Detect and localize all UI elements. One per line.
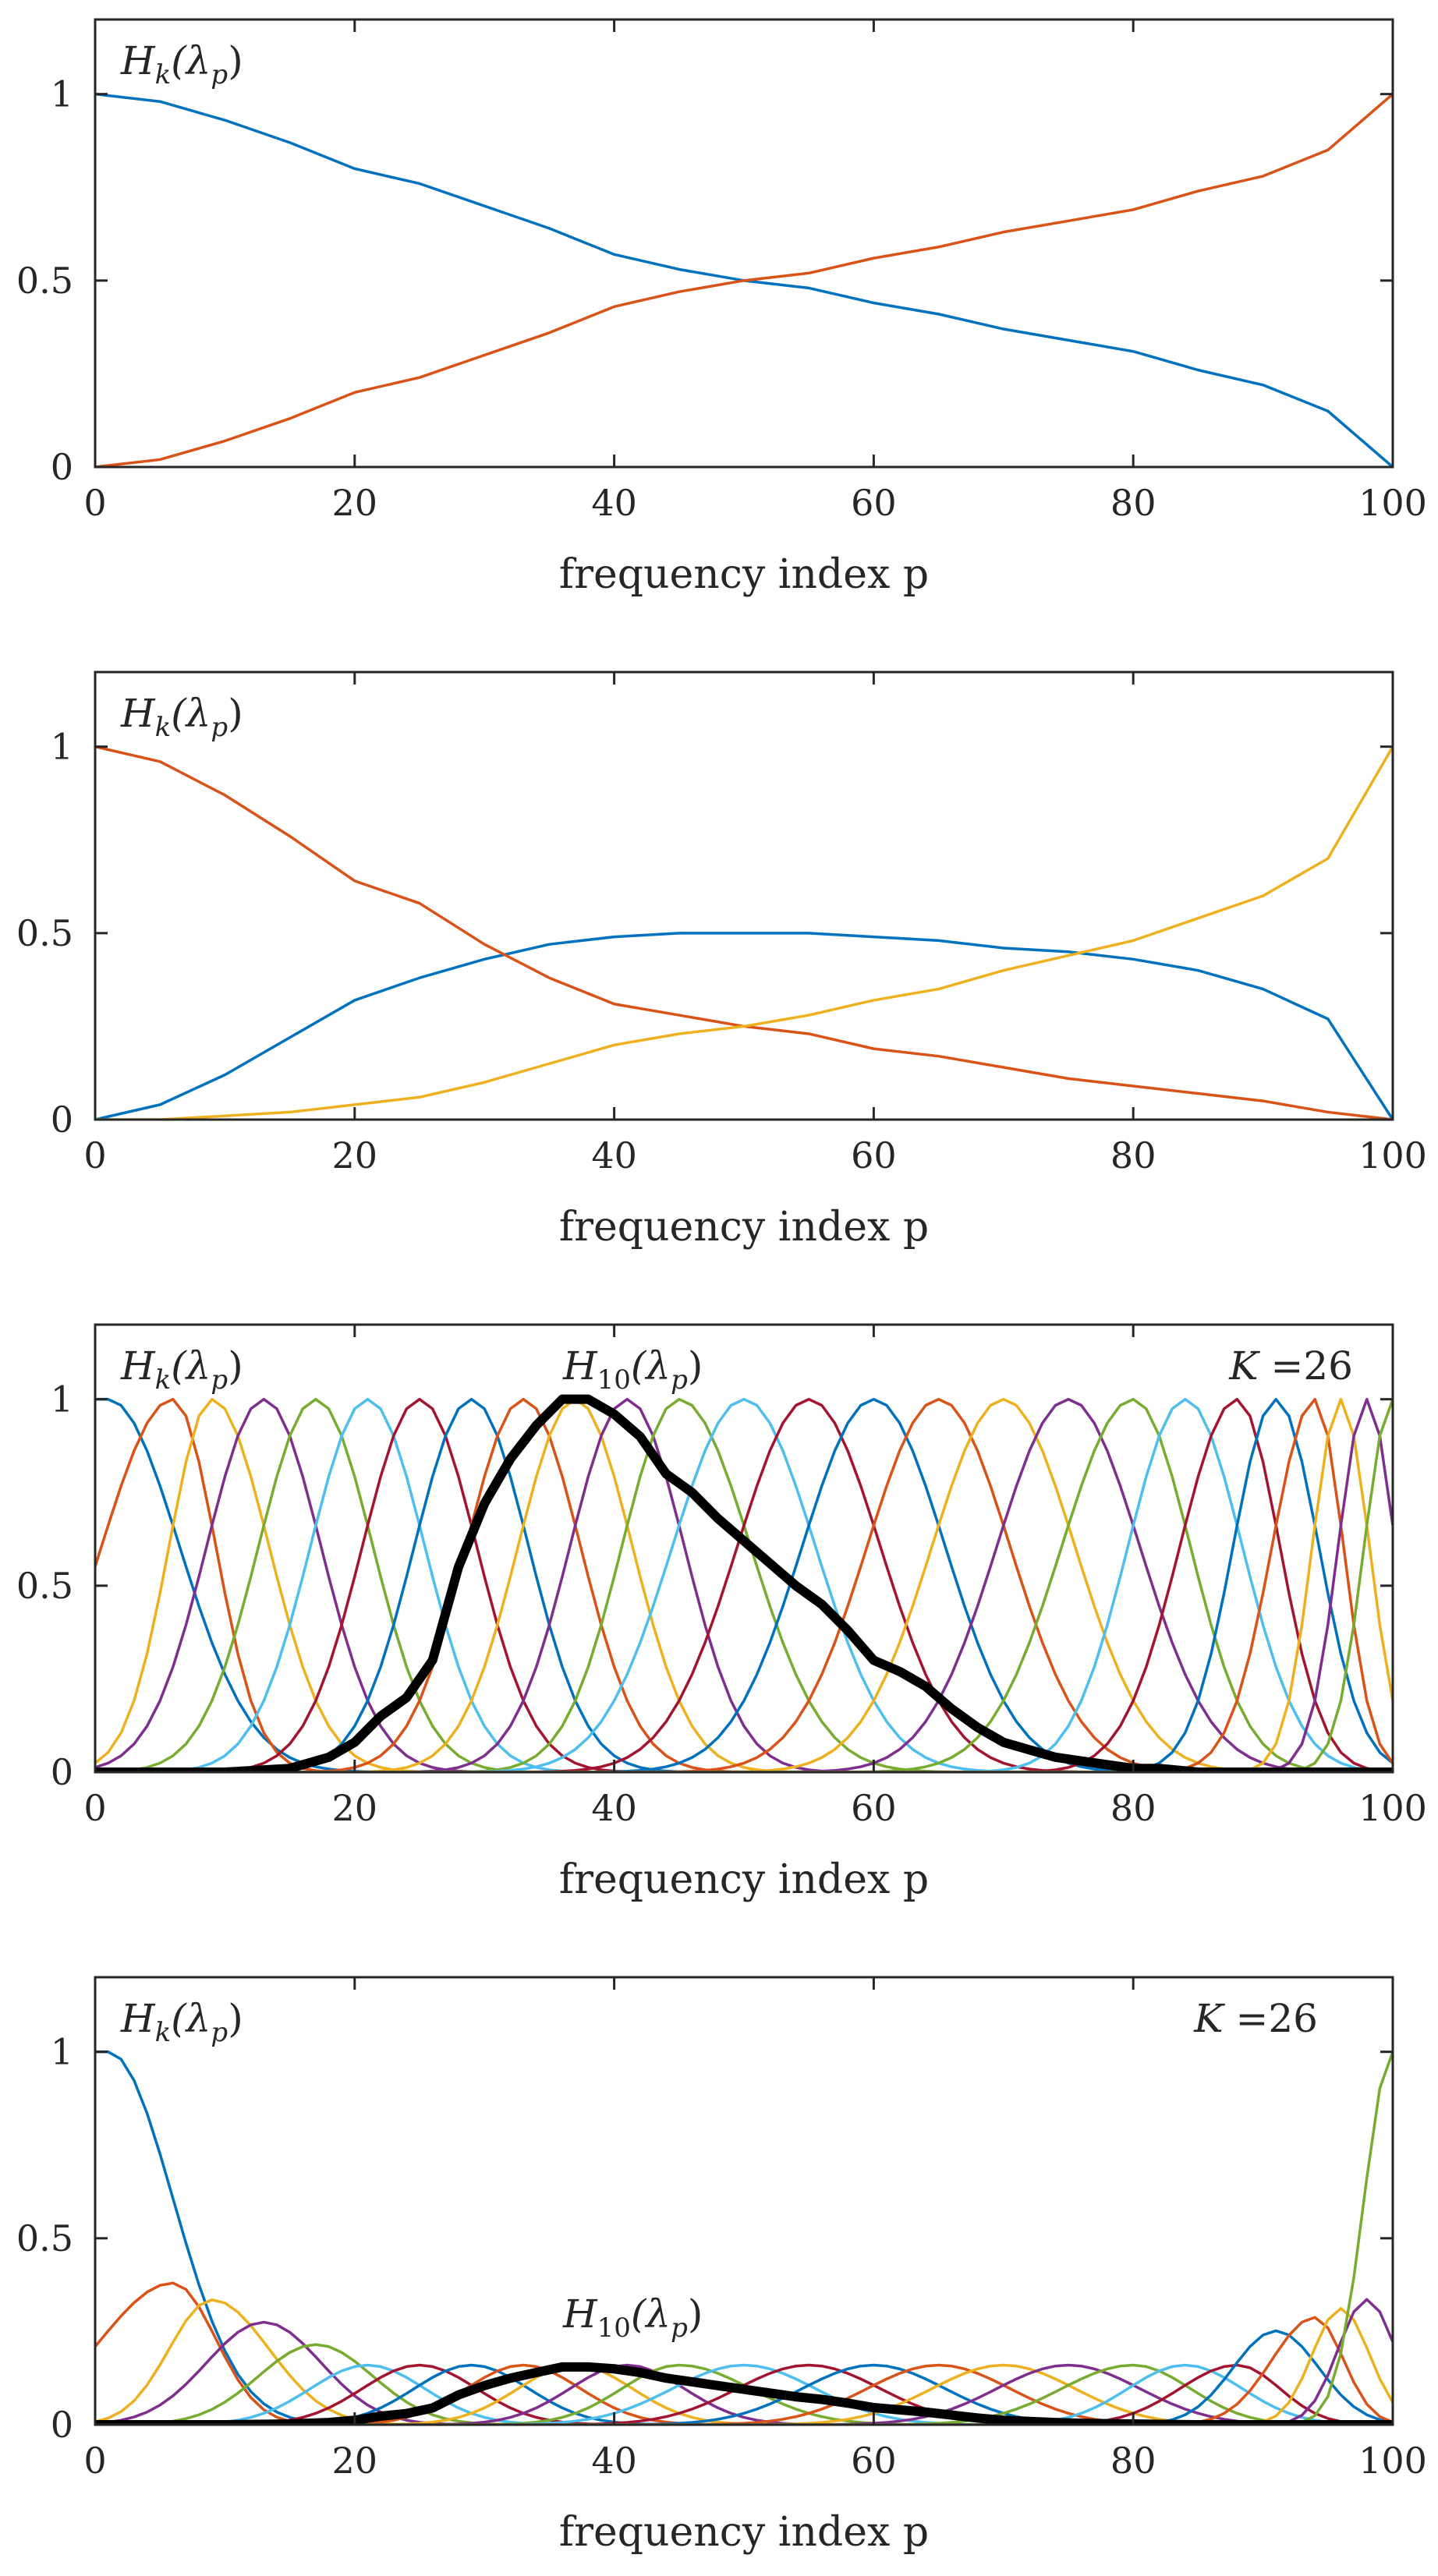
- axes-frame-4: [94, 1976, 1394, 2426]
- x-tick-label: 80: [1110, 482, 1156, 524]
- plot-area-1: [95, 92, 1393, 467]
- x-tick-label: 20: [332, 1787, 378, 1829]
- y-tick-label: 0: [51, 446, 73, 488]
- x-tick-label: 80: [1110, 2440, 1156, 2482]
- label-k-3: K =26: [1228, 1343, 1353, 1389]
- label-hk-1: Hk(λp): [120, 38, 243, 90]
- y-tick-label: 0.5: [16, 1565, 73, 1607]
- axes-frame-1: [94, 18, 1394, 469]
- filter-line-k13: [95, 2363, 1393, 2425]
- filter-line-k5: [95, 2343, 1393, 2425]
- x-tick-label: 40: [591, 1787, 637, 1829]
- filter-line-k7: [95, 2363, 1393, 2425]
- series-line-h3: [95, 745, 1393, 1120]
- x-tick-label: 0: [83, 2440, 106, 2482]
- filter-line-k7: [95, 1397, 1393, 1772]
- filter-line-k19: [95, 1397, 1393, 1772]
- label-k-4: K =26: [1193, 1996, 1318, 2041]
- filter-line-k21: [95, 2363, 1393, 2425]
- highlighted-line-h10: [95, 2362, 1393, 2425]
- x-tick-label: 60: [851, 1787, 897, 1829]
- filter-line-k3: [95, 2298, 1393, 2425]
- label-hk-3: Hk(λp): [120, 1343, 243, 1396]
- filter-line-k22: [95, 2329, 1393, 2425]
- filter-line-k6: [95, 1397, 1393, 1772]
- series-group-2: [95, 745, 1393, 1120]
- x-tick-label: 80: [1110, 1134, 1156, 1177]
- x-tick-label: 40: [591, 2440, 637, 2482]
- panel-1: 0 20 40 60 80 100 0 0.5 1 Hk(λp) frequency index…: [16, 18, 1427, 598]
- x-tick-label: 60: [851, 1134, 897, 1177]
- label-hk-2: Hk(λp): [120, 691, 243, 743]
- y-tick-label: 0: [51, 2404, 73, 2446]
- ticks-4: 0 20 40 60 80 100 0 0.5 1: [16, 1977, 1427, 2482]
- x-axis-label-1: frequency index p: [559, 551, 929, 598]
- y-tick-label: 1: [51, 2031, 73, 2073]
- x-axis-label-3: frequency index p: [559, 1856, 929, 1903]
- panel-4: 0 20 40 60 80 100 0 0.5 1 Hk(λp) H10(λp) K =26 f…: [16, 1976, 1427, 2556]
- filter-line-k4: [95, 2320, 1393, 2425]
- ticks-1: 0 20 40 60 80 100 0 0.5 1: [16, 19, 1427, 524]
- filter-line-k14: [95, 1397, 1393, 1772]
- filter-line-k21: [95, 1397, 1393, 1772]
- panel-2: 0 20 40 60 80 100 0 0.5 1 Hk(λp) frequency index…: [16, 671, 1427, 1251]
- filter-line-k19: [95, 2363, 1393, 2425]
- x-tick-label: 100: [1358, 1134, 1427, 1177]
- axes-frame-3: [94, 1323, 1394, 1774]
- y-tick-label: 0.5: [16, 912, 73, 954]
- filter-line-k20: [95, 1397, 1393, 1772]
- x-axis-label-4: frequency index p: [559, 2509, 929, 2556]
- x-tick-label: 60: [851, 2440, 897, 2482]
- filter-line-k20: [95, 2363, 1393, 2425]
- x-tick-label: 100: [1358, 1787, 1427, 1829]
- x-axis-label-2: frequency index p: [559, 1204, 929, 1251]
- filter-line-k6: [95, 2363, 1393, 2425]
- label-h10-3: H10(λp): [562, 1343, 703, 1396]
- x-tick-label: 100: [1358, 482, 1427, 524]
- y-tick-label: 1: [51, 73, 73, 115]
- x-tick-label: 0: [83, 482, 106, 524]
- x-tick-label: 20: [332, 2440, 378, 2482]
- filter-line-k3: [95, 1397, 1393, 1772]
- panel-3: 0 20 40 60 80 100 0 0.5 1 Hk(λp) H10(λp) K =26 f…: [16, 1323, 1427, 1903]
- label-h10-4: H10(λp): [562, 2291, 703, 2344]
- x-tick-label: 100: [1358, 2440, 1427, 2482]
- x-tick-label: 20: [332, 482, 378, 524]
- ticks-3: 0 20 40 60 80 100 0 0.5 1: [16, 1325, 1427, 1829]
- x-tick-label: 0: [83, 1787, 106, 1829]
- series-group-1: [95, 92, 1393, 467]
- series-line-h1: [95, 932, 1393, 1120]
- label-hk-4: Hk(λp): [120, 1996, 243, 2048]
- x-tick-label: 20: [332, 1134, 378, 1177]
- y-tick-label: 1: [51, 726, 73, 768]
- x-tick-label: 0: [83, 1134, 106, 1177]
- filter-line-k5: [95, 1397, 1393, 1772]
- x-tick-label: 40: [591, 482, 637, 524]
- filter-line-k11: [95, 1397, 1393, 1772]
- y-tick-label: 0.5: [16, 2217, 73, 2259]
- series-line-h2: [95, 93, 1393, 467]
- y-tick-label: 1: [51, 1378, 73, 1421]
- ticks-2: 0 20 40 60 80 100 0 0.5 1: [16, 672, 1427, 1177]
- filter-line-k2: [95, 1397, 1393, 1772]
- x-tick-label: 40: [591, 1134, 637, 1177]
- filter-line-k22: [95, 1397, 1393, 1772]
- y-tick-label: 0: [51, 1751, 73, 1793]
- filter-line-k13: [95, 1397, 1393, 1772]
- highlighted-line-h10: [95, 1394, 1393, 1772]
- y-tick-label: 0.5: [16, 260, 73, 302]
- plot-area-2: [95, 745, 1393, 1120]
- filter-line-k4: [95, 1397, 1393, 1772]
- filter-line-k11: [95, 2363, 1393, 2425]
- x-tick-label: 80: [1110, 1787, 1156, 1829]
- y-tick-label: 0: [51, 1099, 73, 1141]
- x-tick-label: 60: [851, 482, 897, 524]
- filter-line-k18: [95, 2363, 1393, 2425]
- axes-frame-2: [94, 671, 1394, 1121]
